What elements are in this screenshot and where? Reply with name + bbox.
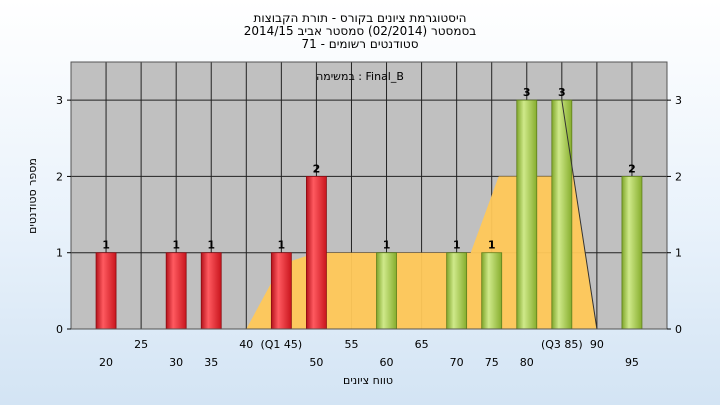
x-tick-label-80: 80 <box>520 356 534 369</box>
x-tick-label-30: 30 <box>169 356 183 369</box>
y-tick-label-left-2: 2 <box>56 170 63 183</box>
data-label-95: 2 <box>628 162 636 175</box>
bar-60 <box>376 252 397 330</box>
bar-70 <box>446 252 468 330</box>
x-tick-label-20: 20 <box>99 356 113 369</box>
bar-50 <box>306 176 327 330</box>
y-tick-label-left-0: 0 <box>56 323 63 336</box>
y-axis-ticks: 0 0 1 1 2 2 3 3 <box>56 94 682 336</box>
data-label-85: 3 <box>558 86 566 99</box>
x-tick-label-25: 25 <box>134 338 148 351</box>
title-line-2: בסמסטר (02/2014) סמסטר אביב 2014/15 <box>244 24 476 38</box>
bar-85 <box>551 99 573 330</box>
bar-80 <box>516 99 538 330</box>
x-tick-label-65: 65 <box>415 338 429 351</box>
data-label-30: 1 <box>172 239 180 252</box>
y-tick-label-left-3: 3 <box>56 94 63 107</box>
x-tick-label-40: 40 <box>239 338 253 351</box>
data-labels: 1 1 1 1 2 1 1 1 3 3 2 <box>102 86 636 252</box>
y-tick-label-right-1: 1 <box>675 247 682 260</box>
plot-frame <box>70 61 668 330</box>
x-tick-label-95: 95 <box>625 356 639 369</box>
data-label-60: 1 <box>383 239 391 252</box>
x-tick-label-90: 90 <box>590 338 604 351</box>
bar-45 <box>270 252 292 330</box>
distribution-edge <box>561 100 598 330</box>
data-label-80: 3 <box>523 86 531 99</box>
x-axis-label: טווח ציונים <box>343 374 393 387</box>
bar-30 <box>165 252 187 330</box>
chart-title: היסטוגרמת ציונים בקורס - תורת הקבוצות בס… <box>244 11 476 51</box>
bars <box>95 99 643 330</box>
x-tick-label-70: 70 <box>450 356 464 369</box>
title-line-1: היסטוגרמת ציונים בקורס - תורת הקבוצות <box>254 11 467 25</box>
bar-75 <box>481 252 503 330</box>
data-label-20: 1 <box>102 239 110 252</box>
data-label-70: 1 <box>453 239 461 252</box>
data-label-35: 1 <box>207 239 215 252</box>
data-label-50: 2 <box>313 162 321 175</box>
bar-35 <box>200 252 222 330</box>
bar-95 <box>621 176 643 330</box>
x-tick-label-85: (Q3 85) <box>541 338 583 351</box>
x-tick-label-35: 35 <box>204 356 218 369</box>
x-tick-label-50: 50 <box>309 356 323 369</box>
y-tick-label-right-2: 2 <box>675 170 682 183</box>
y-tick-label-left-1: 1 <box>56 247 63 260</box>
x-tick-label-55: 55 <box>344 338 358 351</box>
x-tick-label-60: 60 <box>380 356 394 369</box>
x-tick-label-45: (Q1 45) <box>260 338 302 351</box>
x-axis-ticks: 25 40 (Q1 45) 55 65 (Q3 85) 90 20 30 35 50 60 70 75 80… <box>99 338 639 369</box>
y-tick-label-right-3: 3 <box>675 94 682 107</box>
y-tick-label-right-0: 0 <box>675 323 682 336</box>
y-axis-label: מספר סטודנטים <box>26 158 39 234</box>
bar-20 <box>95 252 117 330</box>
title-line-3: סטודנטים רשומים - 71 <box>301 37 418 51</box>
data-label-45: 1 <box>278 239 286 252</box>
task-annotation: במשימה : Final_B <box>316 70 404 83</box>
x-tick-label-75: 75 <box>485 356 499 369</box>
data-label-75: 1 <box>488 239 496 252</box>
